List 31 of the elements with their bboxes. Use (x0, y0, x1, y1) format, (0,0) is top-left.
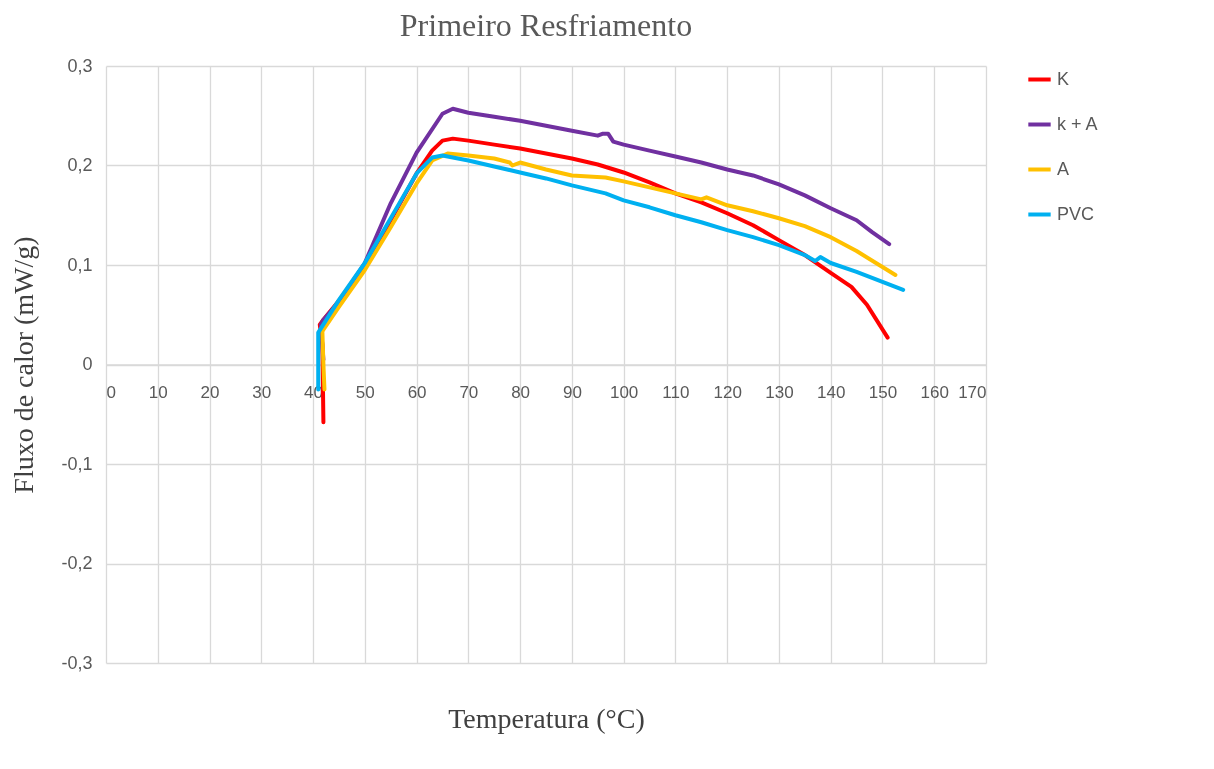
y-tick-label: 0,3 (67, 55, 93, 76)
y-tick-label: 0,2 (67, 155, 93, 175)
x-tick-label: 30 (252, 383, 272, 402)
y-axis-title: Fluxo de calor (mW/g) (8, 236, 40, 494)
x-tick-label: 70 (459, 383, 479, 402)
y-tick-label: 0 (82, 354, 93, 374)
x-tick-label: 100 (609, 383, 639, 402)
legend-label: K (1057, 68, 1070, 89)
x-tick-label: 130 (765, 383, 794, 402)
x-tick-label: 80 (511, 383, 531, 402)
x-tick-label: 110 (662, 383, 690, 402)
x-tick-label: 150 (868, 383, 898, 402)
y-tick-label: 0,1 (67, 254, 93, 275)
y-tick-label: -0,1 (61, 453, 93, 474)
x-axis-title: Temperatura (°C) (448, 702, 645, 734)
x-tick-label: 90 (562, 383, 582, 402)
x-tick-label: 10 (148, 383, 168, 402)
legend-label: k + A (1057, 113, 1098, 134)
y-tick-label: -0,3 (61, 652, 93, 673)
x-tick-label: 20 (200, 383, 220, 402)
x-tick-label: 170 (958, 383, 987, 402)
chart-title: Primeiro Resfriamento (399, 7, 693, 43)
x-tick-label: 160 (920, 383, 949, 402)
x-tick-label: 0 (106, 383, 116, 402)
x-tick-label: 140 (817, 383, 846, 402)
x-tick-label: 60 (407, 383, 427, 402)
legend-label: A (1057, 158, 1070, 179)
x-tick-label: 50 (355, 383, 375, 402)
legend-label: PVC (1057, 203, 1095, 224)
y-tick-label: -0,2 (61, 553, 93, 573)
x-tick-label: 120 (713, 383, 742, 402)
